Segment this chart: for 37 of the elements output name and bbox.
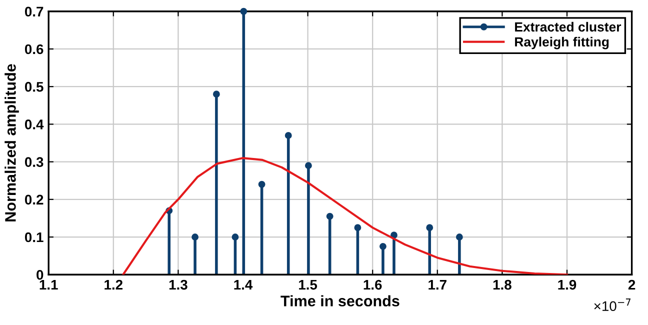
point xyxy=(379,242,386,250)
legend-label: Rayleigh fitting xyxy=(515,36,609,50)
x-tick-label: 2 xyxy=(628,280,636,290)
x-tick-label: 1.2 xyxy=(104,280,122,290)
line-series xyxy=(122,157,568,275)
y-tick-label: 0 xyxy=(36,270,44,280)
point xyxy=(212,90,220,98)
text: ×10$^{−7}$ xyxy=(594,298,631,312)
x-tick-label: 1.1 xyxy=(40,280,58,290)
x-tick-label: 1.5 xyxy=(299,280,318,290)
point xyxy=(240,8,248,15)
y-tick-label: 0.4 xyxy=(24,120,44,130)
point xyxy=(390,232,398,239)
point xyxy=(258,180,266,188)
y-tick-label: 0.2 xyxy=(24,194,44,205)
y-tick-label: 0.7 xyxy=(24,6,44,17)
point xyxy=(426,224,434,232)
x-tick-label: 1.9 xyxy=(558,280,576,290)
point xyxy=(456,234,463,240)
x-axis-title: Time in seconds xyxy=(280,295,400,306)
x-tick-label: 1.8 xyxy=(493,280,512,290)
y-tick-label: 0.5 xyxy=(24,82,44,92)
y-axis-title: Normalized amplitude xyxy=(4,64,19,222)
point xyxy=(326,212,334,220)
x-tick-label: 1.4 xyxy=(234,280,253,290)
y-tick-label: 0.6 xyxy=(24,44,44,54)
point xyxy=(304,162,312,170)
point xyxy=(284,132,292,139)
legend-label: Extracted cluster xyxy=(515,22,622,32)
y-tick-label: 0.3 xyxy=(24,157,44,167)
point xyxy=(232,234,239,240)
point xyxy=(192,234,199,240)
y-tick-label: 0.1 xyxy=(24,232,44,242)
point xyxy=(354,224,362,232)
x-tick-label: 1.3 xyxy=(169,280,188,290)
x-tick-label: 1.6 xyxy=(364,280,382,290)
x-tick-label: 1.7 xyxy=(428,280,446,290)
